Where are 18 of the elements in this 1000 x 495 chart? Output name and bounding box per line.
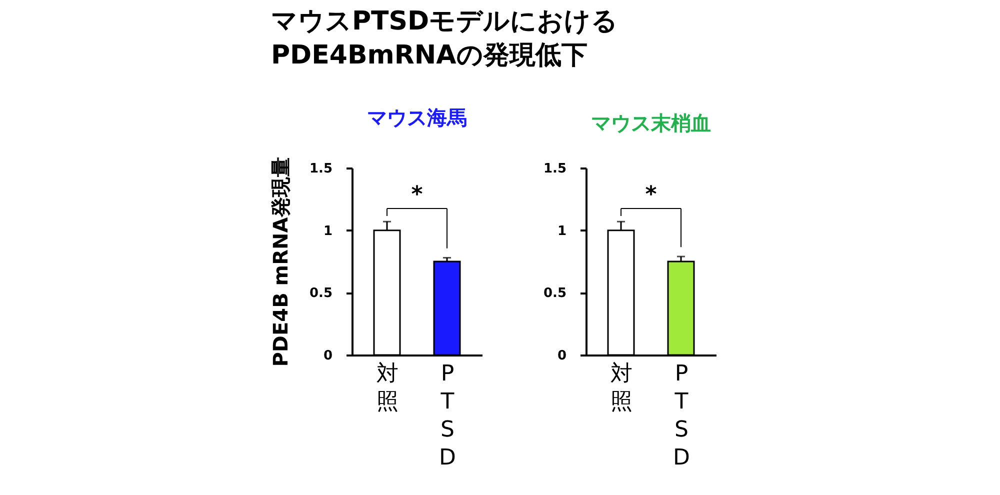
y-tick-label: 1.5 xyxy=(543,162,566,176)
x-tick-label: PTSD xyxy=(439,362,456,470)
chart-subtitle: マウス海馬 xyxy=(367,106,467,130)
x-tick-label: PTSD xyxy=(673,362,690,470)
y-tick-label: 1 xyxy=(323,224,332,239)
chart-subtitle: マウス末梢血 xyxy=(591,111,711,135)
y-axis-title: PDE4B mRNA発現量 xyxy=(268,157,292,367)
y-tick-label: 0 xyxy=(323,348,332,364)
y-tick-label: 1 xyxy=(557,224,566,239)
y-tick-label: 0.5 xyxy=(309,286,332,302)
x-tick-label: 対照 xyxy=(376,362,398,414)
annotation: * xyxy=(411,182,424,208)
y-tick-label: 1.5 xyxy=(309,162,332,176)
annotation: * xyxy=(645,182,658,208)
y-tick-label: 0.5 xyxy=(543,286,566,302)
chart-title: マウスPTSDモデルにおける PDE4BmRNAの発現低下 xyxy=(270,6,618,71)
x-tick-label: 対照 xyxy=(610,362,632,414)
y-tick-label: 0 xyxy=(557,348,566,364)
